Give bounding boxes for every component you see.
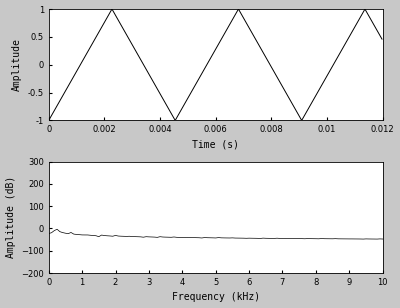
Y-axis label: Amplitude (dB): Amplitude (dB) [6, 176, 16, 258]
Y-axis label: Amplitude: Amplitude [12, 38, 22, 91]
X-axis label: Frequency (kHz): Frequency (kHz) [172, 292, 260, 302]
X-axis label: Time (s): Time (s) [192, 140, 239, 150]
